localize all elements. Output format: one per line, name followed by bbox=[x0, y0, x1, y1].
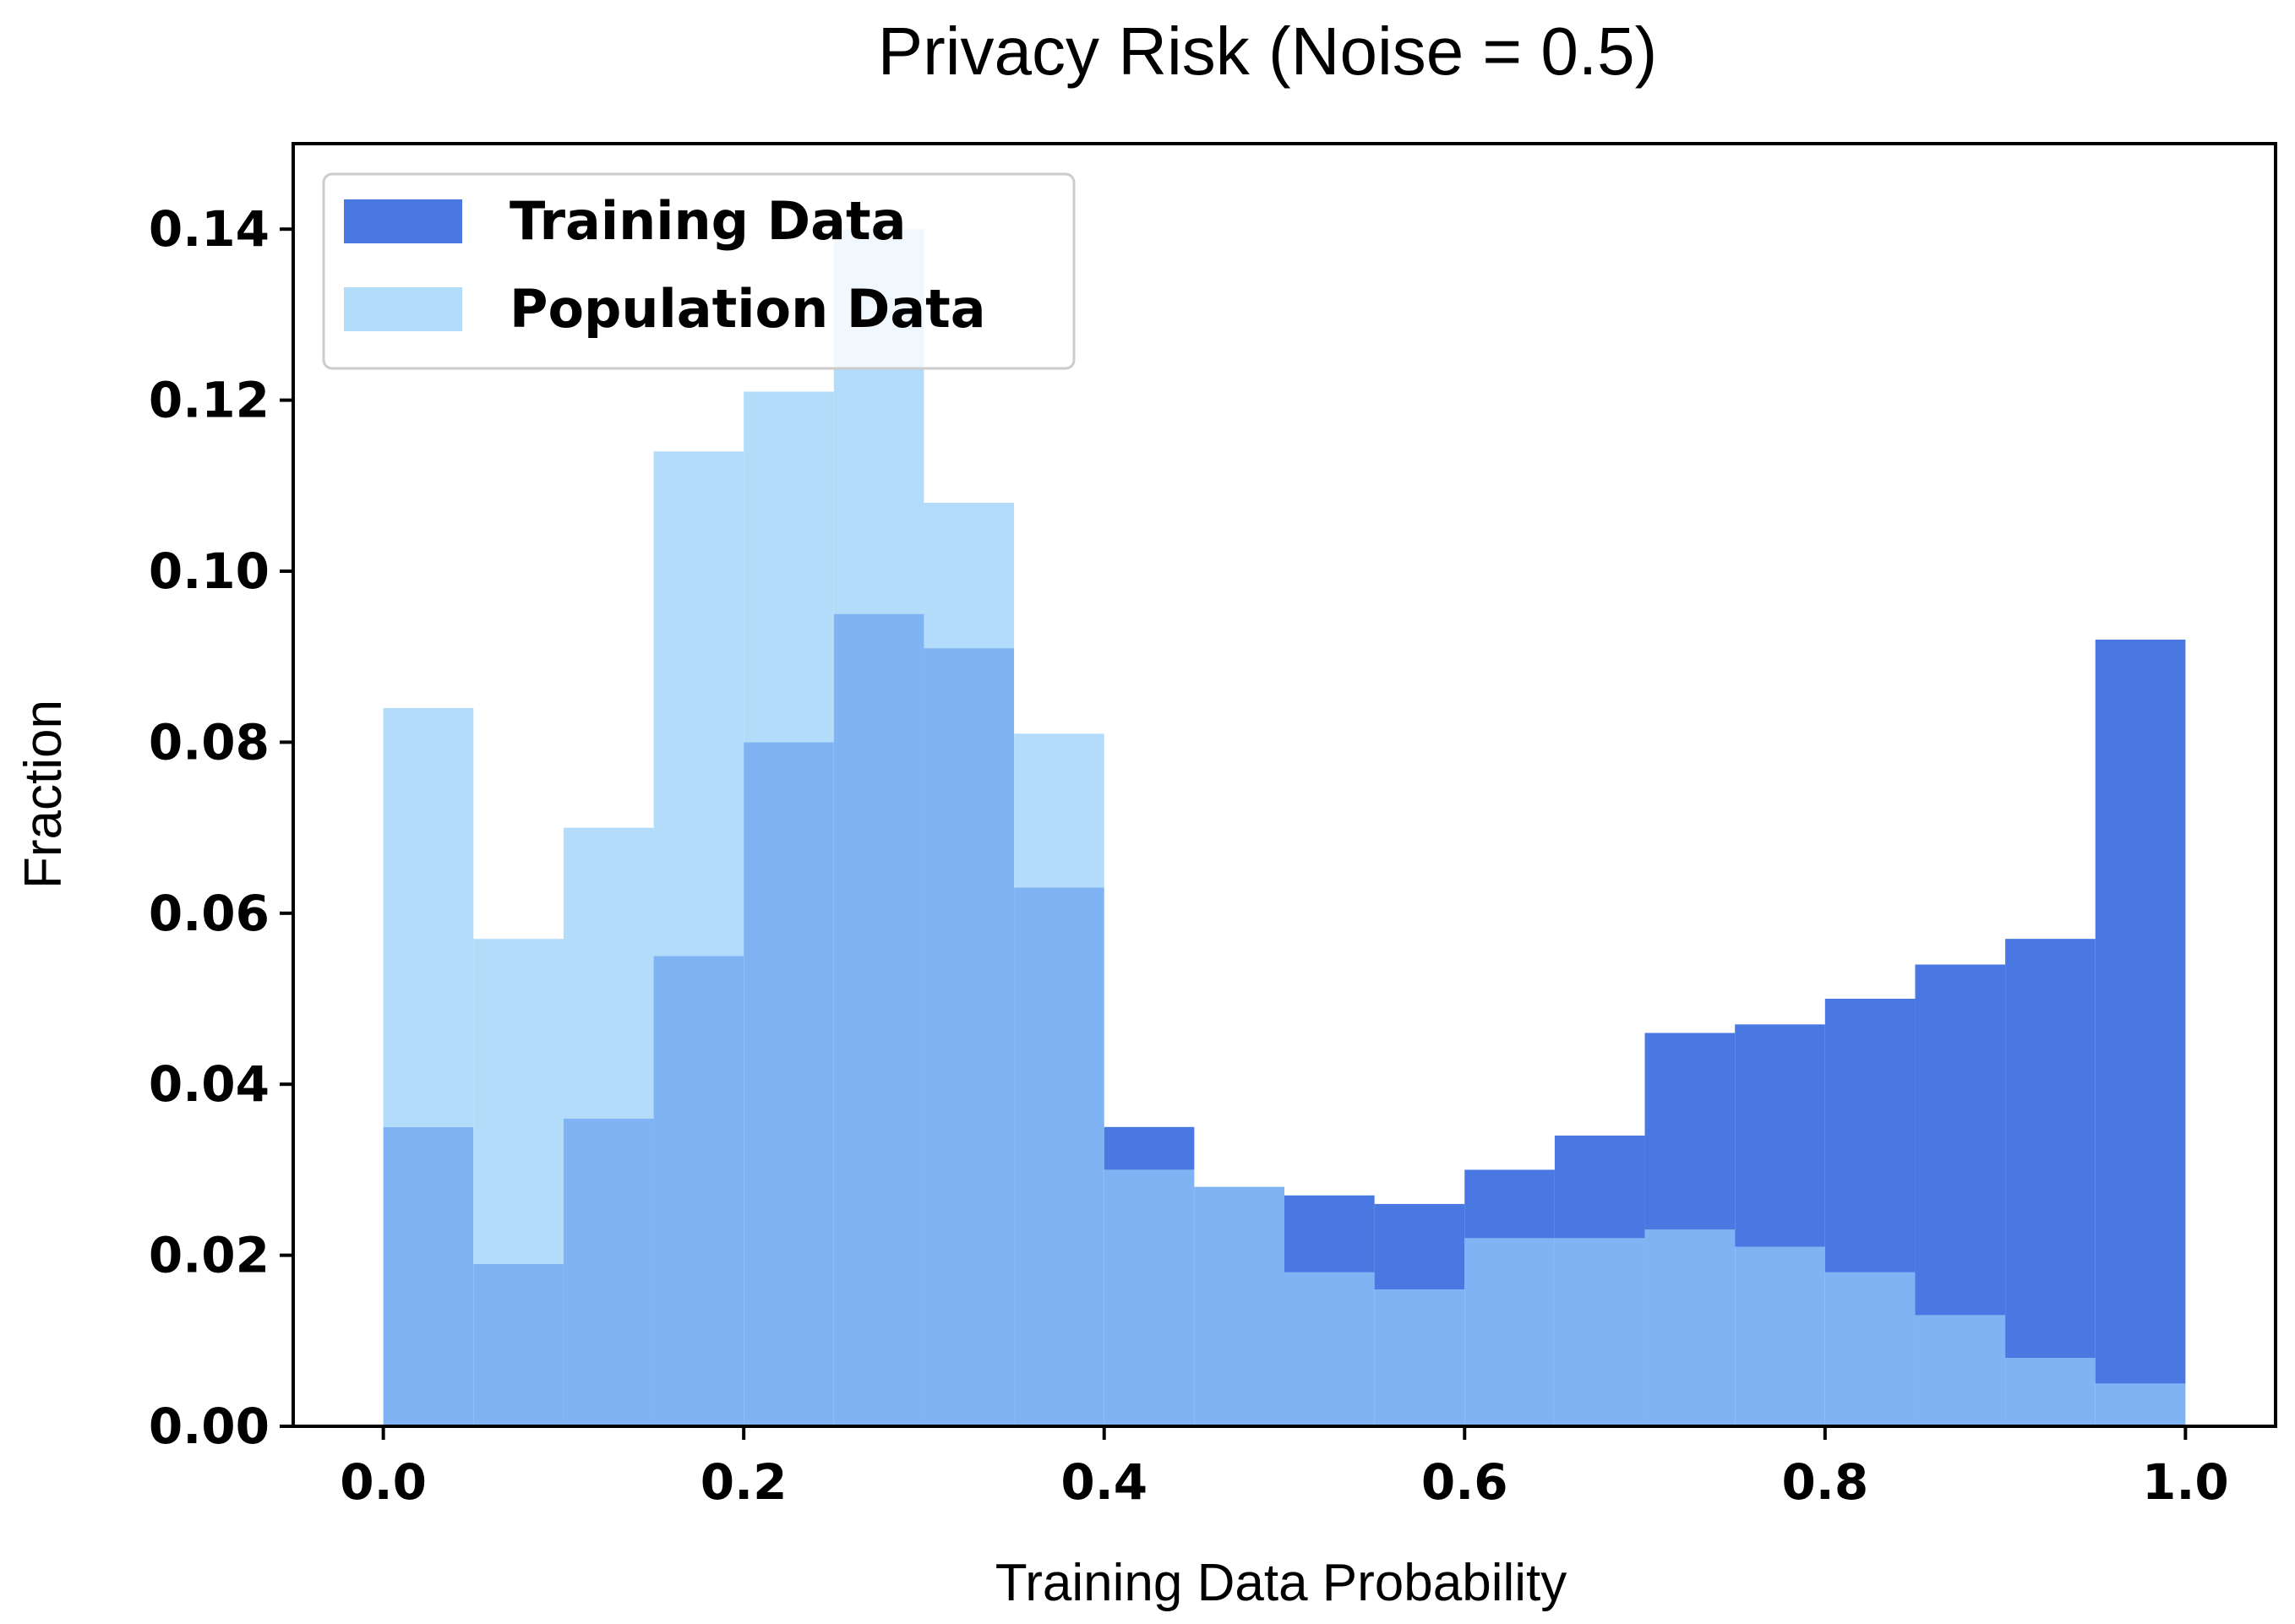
bar-population-data bbox=[383, 707, 474, 1127]
bar-training-data bbox=[1104, 1126, 1195, 1170]
bar-overlap bbox=[1194, 1186, 1284, 1426]
x-tick-label: 0.8 bbox=[1781, 1453, 1868, 1511]
legend-label-training: Training Data bbox=[510, 190, 906, 252]
chart-title: Privacy Risk (Noise = 0.5) bbox=[878, 14, 1657, 89]
bar-overlap bbox=[1104, 1169, 1195, 1426]
bar-training-data bbox=[1735, 1024, 1825, 1247]
bar-overlap bbox=[473, 1263, 564, 1426]
bar-overlap bbox=[1735, 1246, 1825, 1426]
axes-group: 0.0 0.2 0.4 0.6 0.8 1.0 0.00 0.02 0.04 0.06 0.08 0.… bbox=[149, 200, 2229, 1511]
x-tick-label: 0.2 bbox=[700, 1453, 788, 1511]
bar-training-data bbox=[1824, 999, 1916, 1272]
bar-overlap bbox=[1915, 1315, 2006, 1426]
bar-training-data bbox=[2095, 639, 2186, 1384]
x-tick-label: 0.0 bbox=[340, 1453, 427, 1511]
bar-overlap bbox=[1374, 1289, 1465, 1426]
legend-swatch-training bbox=[344, 199, 462, 243]
y-tick-label: 0.04 bbox=[149, 1055, 270, 1113]
bar-training-data bbox=[1644, 1033, 1736, 1230]
x-tick-label: 0.4 bbox=[1060, 1453, 1148, 1511]
y-axis-label: Fraction bbox=[14, 700, 73, 889]
bar-overlap bbox=[1644, 1229, 1736, 1426]
bar-training-data bbox=[2005, 939, 2096, 1359]
plot-frame bbox=[292, 142, 2277, 1428]
bar-overlap bbox=[383, 1126, 474, 1426]
legend-label-population: Population Data bbox=[510, 278, 986, 340]
y-tick-label: 0.02 bbox=[149, 1227, 270, 1284]
y-tick-label: 0.10 bbox=[149, 542, 270, 600]
bar-population-data bbox=[563, 827, 654, 1119]
bar-population-data bbox=[744, 391, 834, 743]
bar-overlap bbox=[2095, 1383, 2186, 1426]
bar-training-data bbox=[1464, 1169, 1555, 1239]
bar-overlap bbox=[653, 956, 744, 1426]
bar-population-data bbox=[1014, 733, 1104, 888]
bar-training-data bbox=[1284, 1195, 1375, 1272]
bar-population-data bbox=[653, 451, 744, 956]
bar-training-data bbox=[1374, 1203, 1465, 1290]
y-tick-label: 0.06 bbox=[149, 885, 270, 942]
bar-overlap bbox=[1824, 1272, 1916, 1426]
x-tick-label: 1.0 bbox=[2142, 1453, 2229, 1511]
bar-overlap bbox=[2005, 1358, 2096, 1426]
x-axis-label: Training Data Probability bbox=[995, 1554, 1567, 1612]
bar-overlap bbox=[1284, 1272, 1375, 1426]
y-tick-label: 0.12 bbox=[149, 372, 270, 429]
bars-group bbox=[383, 229, 2186, 1426]
bar-training-data bbox=[1915, 964, 2006, 1316]
legend-swatch-population bbox=[344, 287, 462, 331]
bar-overlap bbox=[1014, 887, 1104, 1426]
bar-overlap bbox=[1554, 1238, 1645, 1426]
bar-overlap bbox=[1464, 1238, 1555, 1426]
bar-training-data bbox=[1554, 1135, 1645, 1239]
bar-population-data bbox=[473, 939, 564, 1264]
x-tick-label: 0.6 bbox=[1421, 1453, 1508, 1511]
y-tick-label: 0.08 bbox=[149, 713, 270, 771]
bar-overlap bbox=[924, 648, 1015, 1426]
bar-overlap bbox=[744, 742, 834, 1426]
bar-population-data bbox=[924, 503, 1015, 649]
legend: Training Data Population Data bbox=[322, 172, 1076, 370]
bar-overlap bbox=[563, 1118, 654, 1426]
y-tick-label: 0.14 bbox=[149, 200, 270, 258]
bar-overlap bbox=[833, 613, 924, 1426]
legend-box bbox=[322, 172, 1076, 370]
y-tick-label: 0.00 bbox=[149, 1398, 270, 1455]
